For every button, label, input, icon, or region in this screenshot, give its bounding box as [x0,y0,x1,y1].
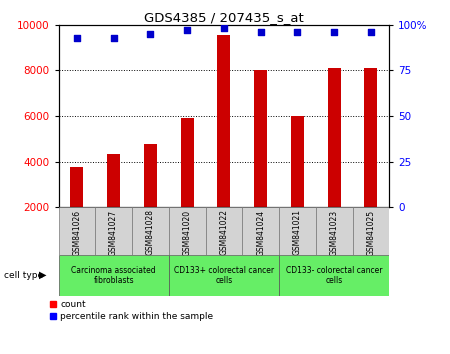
Bar [169,255,279,296]
Bar [364,68,377,253]
Title: GDS4385 / 207435_s_at: GDS4385 / 207435_s_at [144,11,304,24]
Text: GSM841020: GSM841020 [183,210,192,256]
Bar [291,116,304,253]
Point [184,27,191,33]
Text: GSM841023: GSM841023 [329,210,338,256]
Bar [279,207,316,255]
Point [110,35,117,40]
Bar [217,35,230,253]
Bar [58,255,169,296]
Point [257,29,264,35]
Point [294,29,301,35]
Bar [316,207,352,255]
Text: GSM841027: GSM841027 [109,210,118,256]
Text: CD133+ colorectal cancer
cells: CD133+ colorectal cancer cells [174,266,274,285]
Text: GSM841024: GSM841024 [256,210,265,256]
Bar [328,68,341,253]
Point [73,35,81,40]
Text: GSM841028: GSM841028 [146,210,155,256]
Point [220,25,227,31]
Bar [352,207,389,255]
Bar [206,207,242,255]
Bar [107,154,120,253]
Point [147,31,154,37]
Legend: count, percentile rank within the sample: count, percentile rank within the sample [50,300,213,321]
Point [330,29,338,35]
Text: CD133- colorectal cancer
cells: CD133- colorectal cancer cells [286,266,382,285]
Bar [181,118,194,253]
Text: Carcinoma associated
fibroblasts: Carcinoma associated fibroblasts [71,266,156,285]
Bar [254,70,267,253]
Bar [242,207,279,255]
Text: GSM841022: GSM841022 [220,210,228,256]
Text: GSM841021: GSM841021 [293,210,302,256]
Bar [144,144,157,253]
Bar [95,207,132,255]
Text: GSM841026: GSM841026 [72,210,81,256]
Bar [71,167,83,253]
Text: GSM841025: GSM841025 [366,210,375,256]
Bar [58,207,95,255]
Bar [279,255,389,296]
Text: cell type: cell type [4,271,44,280]
Text: ▶: ▶ [39,270,47,280]
Bar [169,207,206,255]
Point [367,29,374,35]
Bar [132,207,169,255]
